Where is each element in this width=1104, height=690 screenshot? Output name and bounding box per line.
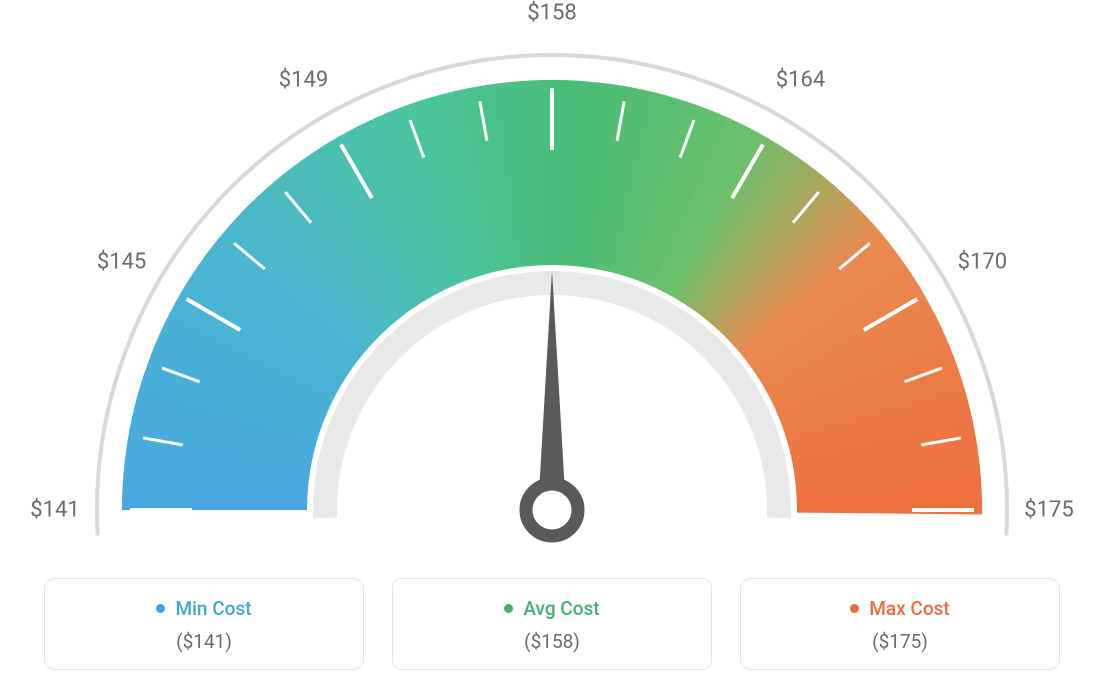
legend-value: ($158) xyxy=(403,630,701,653)
legend-card-min: Min Cost ($141) xyxy=(44,578,364,670)
legend-card-max: Max Cost ($175) xyxy=(740,578,1060,670)
gauge-tick-label: $149 xyxy=(279,67,328,92)
legend-title-min: Min Cost xyxy=(156,597,251,620)
dot-icon xyxy=(504,604,513,613)
legend-label: Min Cost xyxy=(175,597,251,620)
legend-title-avg: Avg Cost xyxy=(504,597,599,620)
legend-label: Avg Cost xyxy=(523,597,599,620)
gauge-tick-label: $141 xyxy=(30,498,79,523)
dot-icon xyxy=(156,604,165,613)
legend-card-avg: Avg Cost ($158) xyxy=(392,578,712,670)
legend-value: ($141) xyxy=(55,630,353,653)
legend-value: ($175) xyxy=(751,630,1049,653)
gauge-tick-label: $158 xyxy=(527,1,576,26)
legend-title-max: Max Cost xyxy=(850,597,949,620)
dot-icon xyxy=(850,604,859,613)
legend-label: Max Cost xyxy=(869,597,949,620)
gauge-tick-label: $170 xyxy=(958,249,1007,274)
gauge-tick-label: $145 xyxy=(97,249,146,274)
cost-gauge: $141 $145 $149 $158 $164 $170 $175 xyxy=(0,0,1104,560)
gauge-tick-label: $164 xyxy=(776,67,825,92)
gauge-tick-label: $175 xyxy=(1024,498,1073,523)
gauge-svg xyxy=(0,0,1104,560)
legend-row: Min Cost ($141) Avg Cost ($158) Max Cost… xyxy=(0,578,1104,670)
